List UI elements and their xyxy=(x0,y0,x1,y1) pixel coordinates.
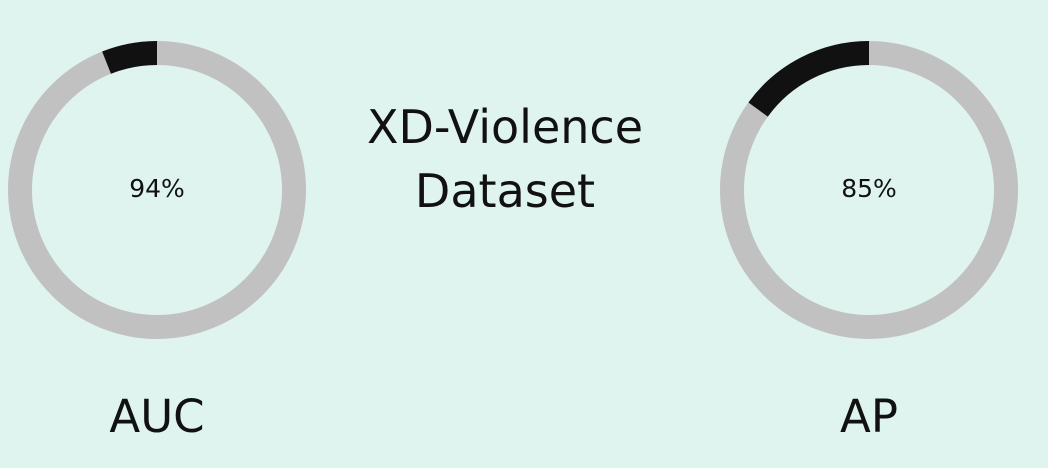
ap-label: AP xyxy=(840,390,898,443)
dataset-title: XD-Violence Dataset xyxy=(305,95,705,223)
ap-gauge-svg: 85% xyxy=(720,41,1018,339)
auc-gauge-svg: 94% xyxy=(8,41,306,339)
auc-label: AUC xyxy=(109,390,205,443)
ap-value-label: 85% xyxy=(841,174,897,203)
ap-gauge: 85% xyxy=(720,41,1018,339)
auc-gauge-progress-arc xyxy=(8,41,306,339)
auc-value-label: 94% xyxy=(129,174,185,203)
dataset-title-line1: XD-Violence xyxy=(366,100,644,154)
ap-gauge-progress-arc xyxy=(720,41,1018,339)
auc-gauge: 94% xyxy=(8,41,306,339)
dataset-title-line2: Dataset xyxy=(414,164,596,218)
